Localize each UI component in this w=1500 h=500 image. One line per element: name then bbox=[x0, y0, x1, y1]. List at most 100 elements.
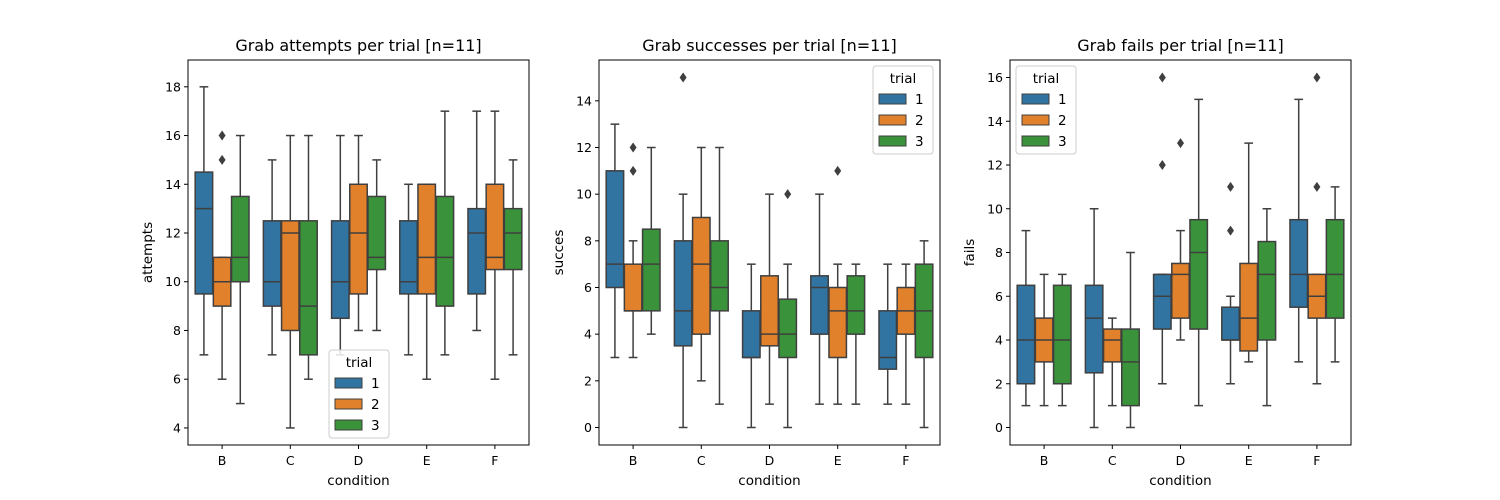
box-b-trial-2 bbox=[623, 142, 643, 359]
box-iqr bbox=[760, 275, 779, 347]
box-c-trial-2 bbox=[280, 134, 300, 429]
box-d-trial-1 bbox=[1152, 72, 1172, 385]
box-iqr bbox=[1221, 306, 1240, 341]
box-iqr bbox=[194, 171, 214, 295]
outlier-point bbox=[629, 165, 637, 176]
x-tick-label: C bbox=[697, 453, 706, 468]
box-iqr bbox=[623, 263, 643, 312]
box-f-trial-1 bbox=[1289, 98, 1309, 363]
chart-title: Grab successes per trial [n=11] bbox=[642, 36, 897, 55]
box-iqr bbox=[1171, 262, 1190, 319]
x-tick-label: B bbox=[629, 453, 638, 468]
box-f-trial-2 bbox=[485, 110, 505, 380]
y-tick-label: 0 bbox=[584, 420, 592, 435]
y-tick-label: 16 bbox=[165, 128, 181, 143]
legend-title: trial bbox=[890, 71, 917, 87]
box-iqr bbox=[1121, 328, 1140, 407]
legend-frame bbox=[328, 349, 390, 439]
box-iqr bbox=[280, 220, 300, 332]
box-b-trial-2 bbox=[1034, 273, 1054, 407]
outlier-point bbox=[1158, 160, 1166, 170]
box-b-trial-3 bbox=[641, 146, 661, 335]
box-iqr bbox=[349, 183, 368, 295]
legend-label: 3 bbox=[371, 418, 380, 434]
box-c-trial-1 bbox=[262, 159, 282, 356]
box-f-trial-3 bbox=[1325, 186, 1345, 363]
box-iqr bbox=[778, 298, 798, 359]
box-b-trial-3 bbox=[1052, 273, 1072, 407]
y-tick-label: 8 bbox=[995, 245, 1003, 260]
chart-title: Grab attempts per trial [n=11] bbox=[235, 36, 481, 55]
box-iqr bbox=[673, 240, 693, 347]
box-d-trial-2 bbox=[760, 193, 779, 405]
box-d-trial-2 bbox=[349, 134, 368, 332]
legend: trial 1 2 3 bbox=[872, 65, 934, 155]
box-iqr bbox=[417, 183, 437, 295]
box-c-trial-3 bbox=[1121, 251, 1140, 429]
box-d-trial-1 bbox=[330, 134, 350, 356]
x-tick-label: C bbox=[1108, 453, 1117, 468]
box-iqr bbox=[641, 228, 661, 312]
y-tick-label: 12 bbox=[576, 140, 592, 155]
box-b-trial-3 bbox=[230, 134, 250, 405]
box-e-trial-1 bbox=[810, 193, 829, 405]
box-iqr bbox=[828, 286, 848, 359]
box-iqr bbox=[367, 195, 387, 271]
box-e-trial-2 bbox=[417, 183, 437, 380]
outlier-point bbox=[784, 189, 792, 200]
outlier-point bbox=[1158, 72, 1166, 83]
legend-swatch bbox=[334, 419, 363, 431]
box-iqr bbox=[1102, 328, 1122, 363]
box-iqr bbox=[1189, 218, 1209, 330]
x-tick-label: D bbox=[354, 453, 364, 468]
y-tick-label: 0 bbox=[995, 420, 1003, 435]
legend-swatch bbox=[878, 135, 907, 147]
box-b-trial-1 bbox=[605, 123, 625, 359]
y-tick-label: 10 bbox=[576, 187, 592, 202]
legend-frame bbox=[872, 65, 934, 155]
outlier-point bbox=[218, 130, 226, 141]
outlier-point bbox=[1313, 72, 1321, 83]
legend-label: 1 bbox=[371, 376, 380, 392]
box-iqr bbox=[1289, 218, 1309, 308]
y-tick-label: 2 bbox=[584, 373, 592, 388]
legend-label: 1 bbox=[1058, 92, 1067, 108]
x-tick-label: D bbox=[1176, 453, 1186, 468]
box-iqr bbox=[262, 220, 282, 307]
box-c-trial-3 bbox=[710, 146, 729, 405]
box-iqr bbox=[435, 195, 455, 307]
y-tick-label: 12 bbox=[165, 226, 181, 241]
y-tick-label: 10 bbox=[165, 274, 181, 289]
outlier-point bbox=[1227, 181, 1235, 192]
x-tick-label: E bbox=[1245, 453, 1253, 468]
y-axis-label: attempts bbox=[140, 222, 156, 283]
x-tick-label: B bbox=[1040, 453, 1049, 468]
y-axis-label: fails bbox=[962, 239, 978, 267]
box-e-trial-1 bbox=[1221, 181, 1240, 385]
outlier-point bbox=[1177, 138, 1184, 149]
box-b-trial-1 bbox=[194, 86, 214, 356]
y-tick-label: 14 bbox=[576, 93, 592, 108]
x-axis-label: condition bbox=[1149, 473, 1211, 489]
outlier-point bbox=[1313, 181, 1321, 192]
legend-swatch bbox=[878, 114, 907, 126]
legend-swatch bbox=[1021, 93, 1050, 105]
outlier-point bbox=[629, 142, 637, 153]
legend-swatch bbox=[1021, 135, 1050, 147]
y-tick-label: 2 bbox=[995, 376, 1003, 391]
box-iqr bbox=[1239, 262, 1259, 352]
outlier-point bbox=[834, 165, 842, 176]
x-axis-label: condition bbox=[738, 473, 800, 489]
box-iqr bbox=[1257, 240, 1277, 341]
legend: trial 1 2 3 bbox=[1015, 65, 1077, 155]
box-d-trial-3 bbox=[1189, 98, 1209, 407]
box-b-trial-2 bbox=[212, 130, 232, 380]
box-iqr bbox=[467, 207, 487, 295]
box-iqr bbox=[710, 240, 729, 312]
legend-frame bbox=[1015, 65, 1077, 155]
box-iqr bbox=[1152, 273, 1172, 330]
y-tick-label: 14 bbox=[987, 114, 1003, 129]
legend-label: 3 bbox=[1058, 134, 1067, 150]
box-d-trial-3 bbox=[367, 159, 387, 332]
